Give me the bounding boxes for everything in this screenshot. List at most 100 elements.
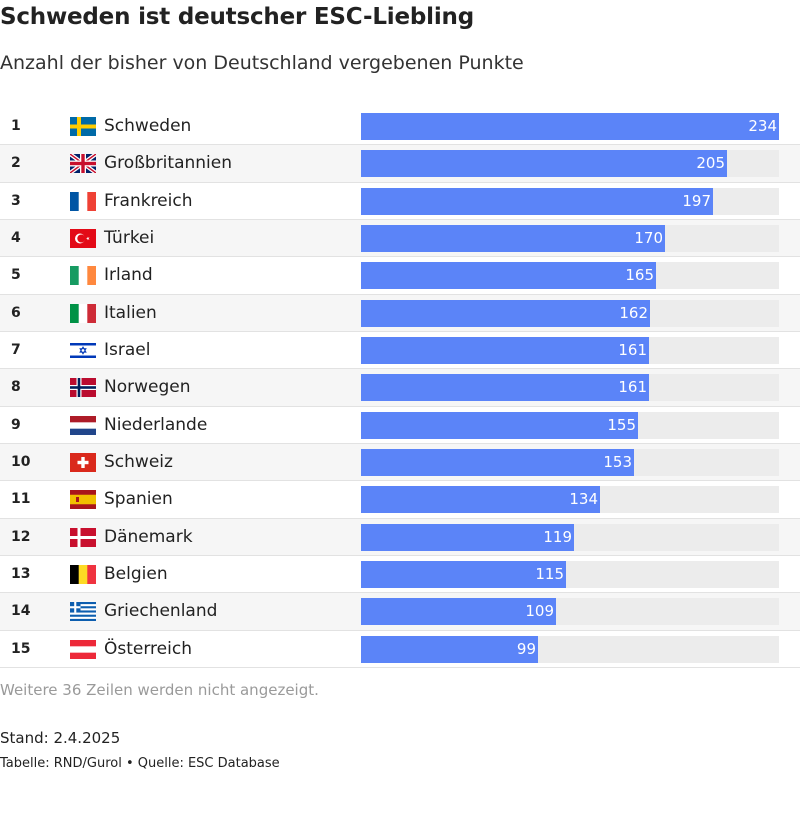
table-row: 10 Schweiz 153: [0, 443, 800, 482]
bar: [361, 523, 574, 551]
flag-austria-icon: [70, 639, 96, 659]
chart-title: Schweden ist deutscher ESC-Liebling: [0, 4, 474, 30]
flag-greece-icon: [70, 602, 96, 622]
value-label: 165: [625, 266, 654, 285]
value-label: 161: [618, 378, 647, 397]
country-label: Großbritannien: [104, 153, 232, 174]
value-label: 119: [543, 527, 572, 546]
country-label: Italien: [104, 302, 157, 323]
value-label: 170: [634, 228, 663, 247]
country-label: Schweiz: [104, 451, 173, 472]
value-label: 161: [618, 340, 647, 359]
ranking-table: 1 Schweden 234 2 Großbritannien 205 3 Frankreic…: [0, 108, 800, 668]
flag-uk-icon: [68, 152, 98, 175]
table-row: 7 Israel 161: [0, 332, 800, 370]
table-row: 2 Großbritannien 205: [0, 145, 800, 183]
country-label: Belgien: [104, 563, 168, 584]
rank-label: 11: [11, 491, 31, 508]
country-label: Schweden: [104, 116, 192, 136]
rank-label: 2: [11, 155, 21, 172]
bar-track: 165: [361, 262, 779, 290]
bar: [361, 411, 638, 439]
table-row: 4 Türkei 170: [0, 219, 800, 258]
bar: [361, 486, 600, 514]
country-label: Türkei: [104, 227, 155, 248]
country-label: Norwegen: [104, 377, 191, 398]
country-label: Griechenland: [104, 601, 218, 622]
flag-sweden-icon: [70, 117, 96, 136]
flag-ireland-icon: [70, 266, 96, 286]
table-row: 9 Niederlande 155: [0, 407, 800, 444]
value-label: 205: [696, 154, 725, 173]
flag-france-icon: [70, 191, 96, 211]
country-label: Österreich: [104, 638, 192, 659]
flag-norway-icon: [70, 378, 96, 398]
bar-track: 119: [361, 523, 779, 551]
rank-label: 10: [11, 453, 31, 470]
value-label: 155: [607, 415, 636, 434]
bar-track: 234: [361, 113, 779, 140]
table-row: 15 Österreich 99: [0, 631, 800, 668]
flag-israel-icon: [70, 340, 96, 360]
chart-subtitle: Anzahl der bisher von Deutschland vergeb…: [0, 52, 524, 74]
source-credit: Tabelle: RND/Gurol • Quelle: ESC Databas…: [0, 756, 280, 771]
flag-belgium-icon: [70, 564, 96, 584]
bar-track: 134: [361, 486, 779, 514]
rank-label: 12: [11, 528, 31, 545]
value-label: 197: [682, 191, 711, 210]
table-row: 12 Dänemark 119: [0, 518, 800, 556]
country-label: Spanien: [104, 489, 173, 510]
country-label: Israel: [104, 339, 151, 360]
value-label: 162: [619, 303, 648, 322]
bar-track: 170: [361, 224, 779, 252]
bar: [361, 560, 566, 588]
flag-turkey-icon: [70, 228, 96, 248]
flag-switzerland-icon: [70, 452, 96, 472]
rank-label: 7: [11, 341, 21, 358]
bar: [361, 150, 727, 178]
rank-label: 1: [11, 118, 21, 134]
bar-track: 115: [361, 560, 779, 588]
country-label: Irland: [104, 265, 153, 286]
bar: [361, 299, 650, 327]
value-label: 109: [525, 602, 554, 621]
rank-label: 14: [11, 603, 31, 620]
bar-track: 109: [361, 598, 779, 626]
bar-track: 197: [361, 187, 779, 215]
country-label: Dänemark: [104, 526, 193, 547]
rank-label: 3: [11, 192, 21, 209]
value-label: 234: [748, 117, 777, 135]
rank-label: 4: [11, 229, 21, 246]
bar: [361, 113, 779, 140]
hidden-rows-note: Weitere 36 Zeilen werden nicht angezeigt…: [0, 681, 319, 699]
table-row: 1 Schweden 234: [0, 108, 800, 146]
bar: [361, 187, 713, 215]
date-stamp: Stand: 2.4.2025: [0, 729, 121, 747]
bar-track: 162: [361, 299, 779, 327]
bar-track: 153: [361, 448, 779, 476]
country-label: Frankreich: [104, 190, 193, 211]
table-row: 11 Spanien 134: [0, 481, 800, 519]
bar: [361, 598, 556, 626]
bar-track: 155: [361, 411, 779, 439]
table-row: 3 Frankreich 197: [0, 183, 800, 220]
bar-track: 161: [361, 374, 779, 402]
rank-label: 8: [11, 379, 21, 396]
bar-track: 161: [361, 336, 779, 364]
flag-denmark-icon: [70, 527, 96, 547]
bar: [361, 374, 649, 402]
bar-track: 99: [361, 635, 779, 663]
bar: [361, 262, 656, 290]
bar: [361, 224, 665, 252]
table-row: 6 Italien 162: [0, 294, 800, 332]
value-label: 115: [535, 564, 564, 583]
rank-label: 13: [11, 565, 31, 582]
table-row: 13 Belgien 115: [0, 556, 800, 594]
value-label: 153: [603, 452, 632, 471]
table-row: 8 Norwegen 161: [0, 369, 800, 407]
bar: [361, 448, 634, 476]
table-row: 14 Griechenland 109: [0, 593, 800, 631]
value-label: 99: [516, 639, 536, 658]
flag-netherlands-icon: [70, 415, 96, 435]
country-label: Niederlande: [104, 414, 208, 435]
